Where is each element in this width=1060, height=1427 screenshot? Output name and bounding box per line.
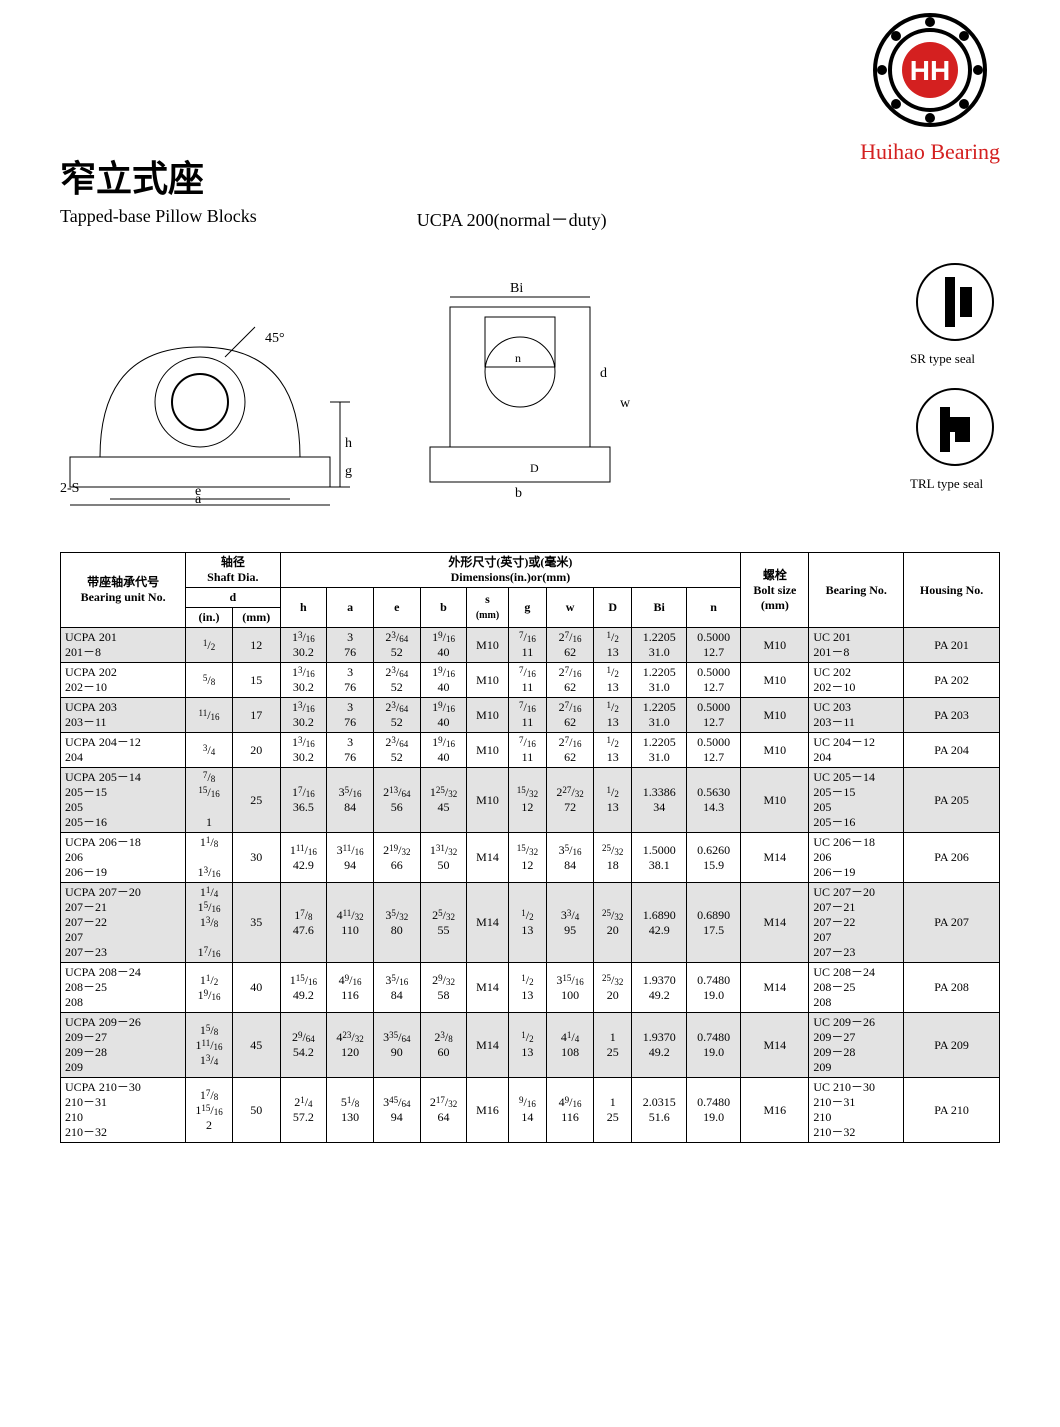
table-row: UCPA 204－122043/42013/1630.237623/645219…: [61, 733, 1000, 768]
brand-name: Huihao Bearing: [860, 139, 1000, 165]
th-dims: 外形尺寸(英寸)或(毫米) Dimensions(in.)or(mm): [280, 553, 741, 588]
svg-text:g: g: [345, 464, 352, 479]
svg-text:a: a: [195, 492, 202, 507]
table-row: UCPA 209－26209－27209－2820915/8111/1613/4…: [61, 1013, 1000, 1078]
th-bolt: 螺栓 Bolt size (mm): [741, 553, 809, 628]
model-line: UCPA 200(normal－duty): [417, 206, 607, 232]
svg-text:D: D: [530, 461, 539, 475]
svg-text:n: n: [515, 351, 521, 365]
table-row: UCPA 207－20207－21207－22207207－2311/415/1…: [61, 883, 1000, 963]
table-row: UCPA 206－18206206－1911/813/1630111/1642.…: [61, 833, 1000, 883]
diagram-front-view: Bi n d w b D: [390, 277, 650, 512]
table-row: UCPA 210－30210－31210210－3217/8115/162502…: [61, 1078, 1000, 1143]
svg-text:2-S: 2-S: [60, 481, 79, 496]
svg-text:HH: HH: [910, 55, 950, 86]
seal-diagrams: SR type seal TRL type seal: [910, 262, 1000, 512]
svg-text:Bi: Bi: [510, 281, 523, 296]
bearing-logo-icon: HH: [870, 10, 990, 130]
svg-text:d: d: [600, 366, 607, 381]
svg-text:b: b: [515, 486, 522, 501]
th-bearing-no: Bearing No.: [809, 553, 904, 628]
brand-logo-area: HH Huihao Bearing: [860, 10, 1000, 165]
spec-table: 带座轴承代号 Bearing unit No. 轴径 Shaft Dia. 外形…: [60, 552, 1000, 1143]
svg-text:w: w: [620, 396, 631, 411]
table-row: UCPA 201201－81/21213/1630.237623/645219/…: [61, 628, 1000, 663]
diagram-side-view: 45° h g e a 2-S: [60, 277, 360, 512]
diagram-row: 45° h g e a 2-S Bi n d: [60, 262, 1000, 512]
table-row: UCPA 203203－1111/161713/1630.237623/6452…: [61, 698, 1000, 733]
sr-seal-icon: [910, 262, 1000, 342]
sr-seal-label: SR type seal: [910, 351, 1000, 367]
th-housing-no: Housing No.: [904, 553, 1000, 628]
trl-seal-icon: [910, 387, 1000, 467]
table-row: UCPA 208－24208－2520811/219/1640115/1649.…: [61, 963, 1000, 1013]
table-row: UCPA 205－14205－15205205－167/815/1612517/…: [61, 768, 1000, 833]
svg-text:h: h: [345, 436, 352, 451]
th-shaft: 轴径 Shaft Dia.: [186, 553, 280, 588]
table-row: UCPA 202202－105/81513/1630.237623/645219…: [61, 663, 1000, 698]
page-subtitle-en: Tapped-base Pillow Blocks: [60, 206, 257, 232]
svg-text:45°: 45°: [265, 331, 285, 346]
trl-seal-label: TRL type seal: [910, 476, 1000, 492]
page-title-cn: 窄立式座: [60, 150, 1000, 202]
th-unit: 带座轴承代号 Bearing unit No.: [61, 553, 186, 628]
